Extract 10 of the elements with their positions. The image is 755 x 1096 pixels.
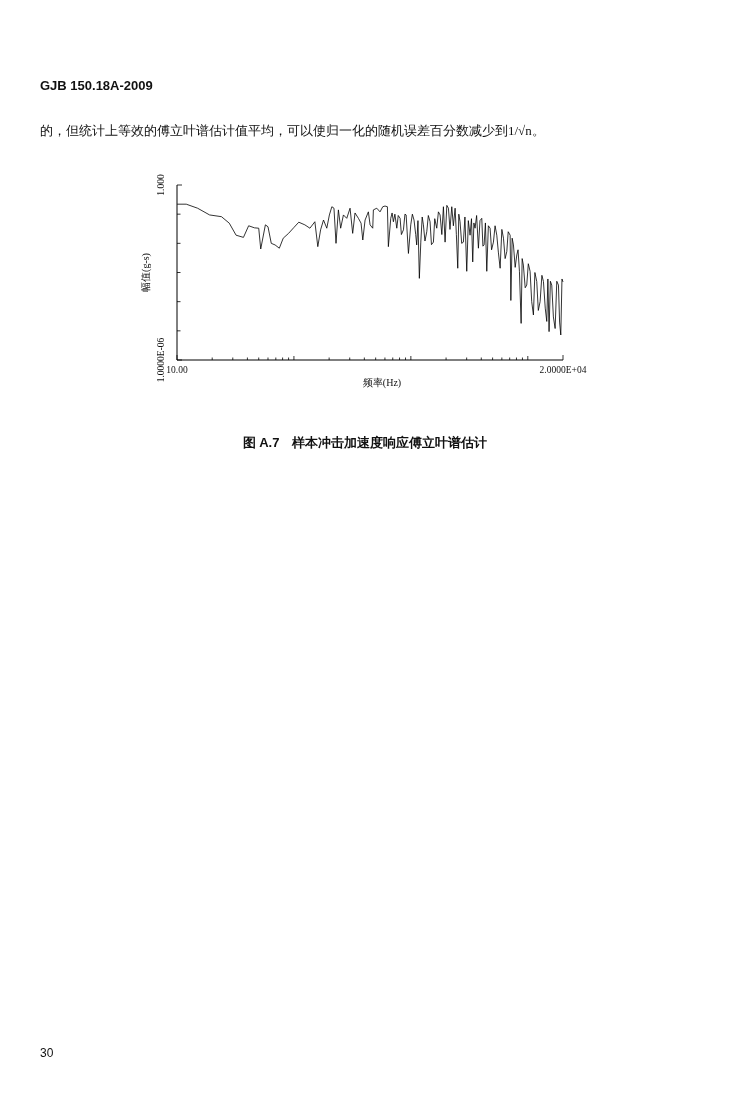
x-tick-label: 2.0000E+04 (539, 365, 587, 375)
y-tick-label: 1.0000E-06 (156, 337, 166, 383)
x-axis-title: 频率(Hz) (362, 377, 402, 389)
text: 图 A.7 样本冲击加速度响应傅立叶谱估计 (242, 435, 488, 450)
y-axis-title: 幅值(g-s) (140, 253, 152, 292)
y-tick-label: 1.000 (156, 174, 166, 196)
x-tick-label: 10.00 (166, 365, 188, 375)
text: 30 (40, 1046, 54, 1060)
text: 的，但统计上等效的傅立叶谱估计值平均，可以使归一化的随机误差百分数减少到1/√n。 (40, 123, 545, 138)
text: GJB 150.18A-2009 (40, 78, 153, 93)
